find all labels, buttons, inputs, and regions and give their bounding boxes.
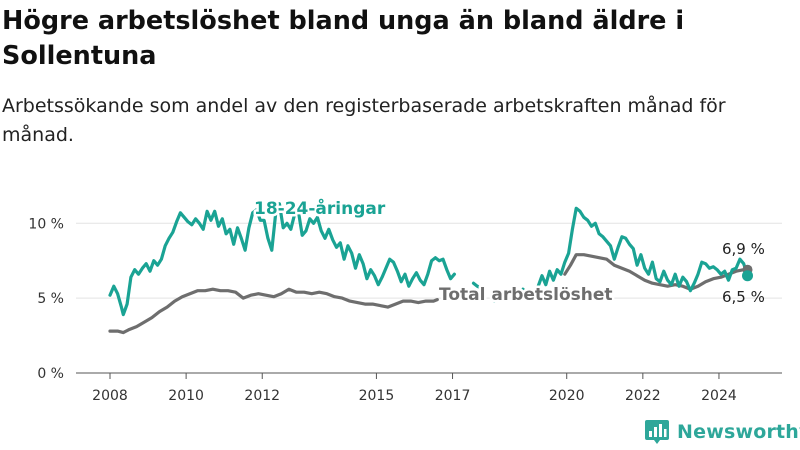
series-line [108, 253, 750, 335]
end-value-label: 6,9 % [722, 240, 765, 258]
series-label-halo: Total arbetslöshet [439, 285, 613, 305]
brand-name: Newsworthy [677, 421, 800, 443]
series-label: 18-24-åringar [254, 197, 386, 219]
bar-chart-location-pin-icon [645, 420, 669, 444]
series-label-halo: 18-24-åringar [254, 197, 386, 219]
x-tick-label: 2022 [625, 388, 661, 404]
x-tick-label: 2010 [168, 388, 204, 404]
series-labels: 6,9 %6,5 %18-24-åringar18-24-åringarTota… [252, 195, 765, 308]
x-tick-label: 2008 [92, 388, 128, 404]
x-tick-label: 2012 [244, 388, 280, 404]
x-tick-label: 2015 [359, 388, 395, 404]
chart-subtitle: Arbetssökande som andel av den registerb… [2, 95, 726, 146]
x-axis: 2008 2010 2012 2015 2017 2020 2022 2024 [92, 373, 737, 404]
y-tick-label: 5 % [37, 291, 64, 307]
y-tick-label: 0 % [37, 366, 64, 382]
y-tick-label: 10 % [28, 216, 64, 232]
end-point [742, 270, 754, 282]
series-line [108, 202, 750, 317]
newsworthy-logo: Newsworthy [644, 419, 800, 445]
series-label: Total arbetslöshet [439, 285, 613, 305]
end-value-label: 6,5 % [722, 288, 765, 306]
x-tick-label: 2020 [549, 388, 585, 404]
y-axis: 0 % 5 % 10 % [28, 216, 64, 382]
x-tick-label: 2024 [701, 388, 737, 404]
series-lines [108, 202, 754, 335]
chart-title: Högre arbetslöshet bland unga än bland ä… [2, 6, 685, 71]
x-tick-label: 2017 [435, 388, 471, 404]
